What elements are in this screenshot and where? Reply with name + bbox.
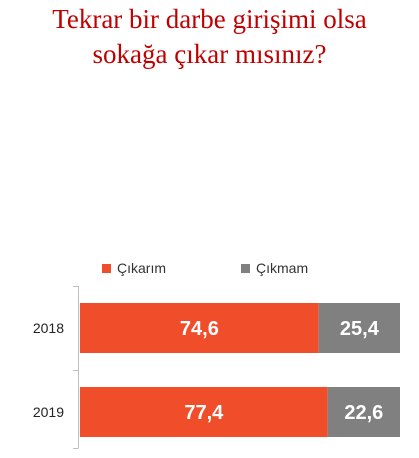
legend-label-cikarim: Çıkarım [117,260,166,276]
bar-2019-series-1 [327,387,400,437]
chart-title-line-2: sokağa çıkar mısınız? [92,39,327,69]
bar-2019-series-0 [80,387,328,437]
data-label-2019-series-0: 77,4 [184,402,224,424]
category-label-2018: 2018 [33,320,64,336]
chart-title-line-1: Tekrar bir darbe girişimi olsa [52,4,367,34]
legend-label-cikmam: Çıkmam [256,260,309,276]
legend-swatch-cikarim [102,263,111,273]
legend-item-cikmam: Çıkmam [241,260,308,276]
data-label-2019-series-1: 22,6 [344,402,383,424]
data-label-2018-series-1: 25,4 [340,318,380,340]
bar-2018-series-0 [80,303,319,353]
legend-swatch-cikmam [241,263,250,273]
data-label-2018-series-0: 74,6 [180,318,219,340]
chart-legend: Çıkarım Çıkmam [0,260,419,278]
category-label-2019: 2019 [33,404,64,420]
legend-item-cikarim: Çıkarım [102,260,166,276]
chart-title: Tekrar bir darbe girişimi olsa sokağa çı… [0,2,419,72]
bar-2018-series-1 [318,303,400,353]
